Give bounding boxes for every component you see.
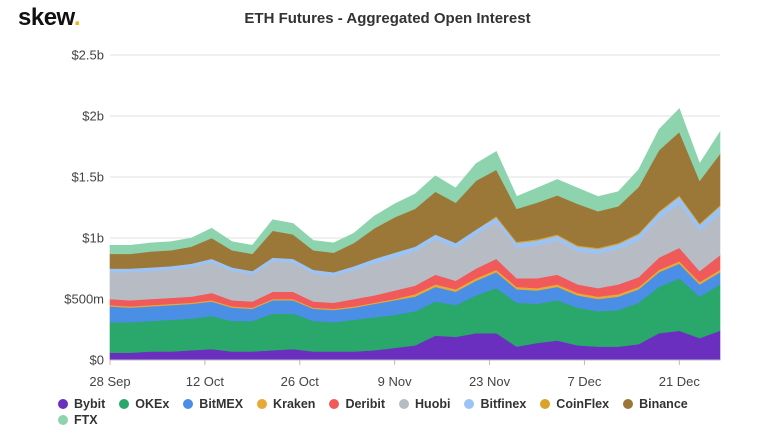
legend-marker [623,399,634,409]
y-tick-label: $0 [90,353,104,368]
x-tick-label: 21 Dec [659,374,701,389]
skew-logo: skew. [18,4,81,31]
legend-item-kraken[interactable]: Kraken [257,397,315,411]
legend-item-ftx[interactable]: FTX [58,413,98,427]
legend-item-bitmex[interactable]: BitMEX [183,397,243,411]
legend-label: Bitfinex [480,397,527,411]
legend-label: BitMEX [199,397,244,411]
y-axis: $0 $500m $1b $1.5b $2b $2.5b [64,48,104,368]
x-axis: 28 Sep 12 Oct 26 Oct 9 Nov 23 Nov 7 Dec 21 Dec [89,359,720,389]
legend-marker [329,399,340,409]
y-tick-label: $500m [64,292,104,307]
y-tick-label: $2b [82,109,104,124]
legend-marker [119,399,130,409]
chart-legend: Bybit OKEx BitMEX Kraken Deribit Huobi Bitfine… [58,397,738,429]
chart-title: ETH Futures - Aggregated Open Interest [244,10,531,27]
legend-label: Huobi [415,397,451,411]
area-ftx [109,108,721,255]
chart-area: $0 $500m $1b $1.5b $2b $2.5b 28 Sep 12 Oct 26 O… [64,48,721,389]
legend-item-bybit[interactable]: Bybit [58,397,105,411]
y-tick-label: $2.5b [71,48,104,63]
x-tick-label: 23 Nov [469,374,511,389]
legend-marker [58,415,68,425]
legend-marker [399,399,410,409]
legend-item-huobi[interactable]: Huobi [399,397,450,411]
legend-marker [183,399,194,409]
legend-label: Bybit [74,397,106,411]
legend-label: Deribit [345,397,386,411]
legend-label: OKEx [135,397,170,411]
y-tick-label: $1b [82,231,104,246]
x-tick-label: 9 Nov [378,374,412,389]
legend-marker [464,399,475,409]
x-tick-label: 28 Sep [89,374,130,389]
legend-label: CoinFlex [556,397,610,411]
legend-marker [257,399,268,409]
legend-item-binance[interactable]: Binance [623,397,688,411]
stacked-areas [109,108,721,361]
legend-marker [540,399,551,409]
legend-label: FTX [74,413,98,427]
legend-label: Kraken [273,397,316,411]
x-tick-label: 26 Oct [281,374,320,389]
legend-marker [58,399,68,409]
legend-item-okex[interactable]: OKEx [119,397,169,411]
x-tick-label: 12 Oct [186,374,225,389]
y-tick-label: $1.5b [71,170,104,185]
legend-label: Binance [639,397,688,411]
x-tick-label: 7 Dec [567,374,601,389]
legend-item-coinflex[interactable]: CoinFlex [540,397,609,411]
legend-item-bitfinex[interactable]: Bitfinex [464,397,526,411]
legend-item-deribit[interactable]: Deribit [329,397,385,411]
